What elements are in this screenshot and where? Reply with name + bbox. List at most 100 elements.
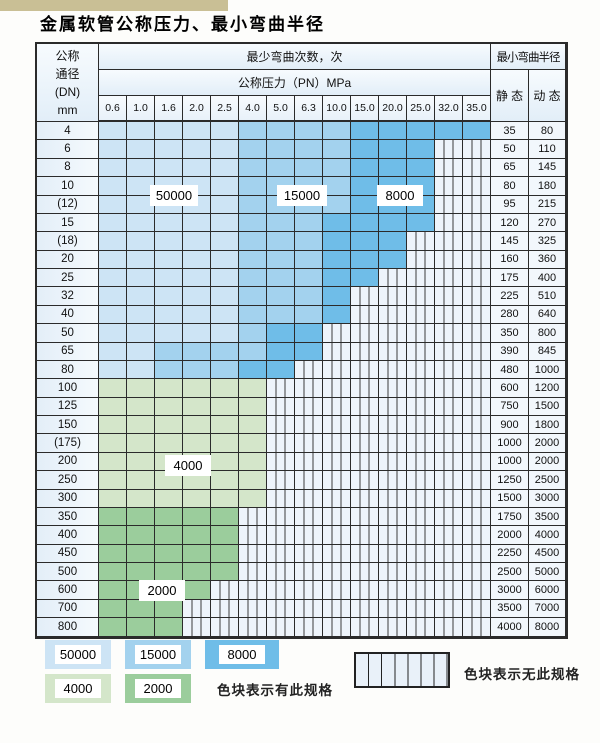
overlay-label-8000: 8000 bbox=[377, 185, 423, 206]
spec-cell-c2 bbox=[183, 544, 211, 563]
no-spec-cell bbox=[463, 397, 491, 416]
no-spec-cell bbox=[435, 342, 463, 361]
no-spec-cell bbox=[463, 250, 491, 269]
no-spec-cell bbox=[351, 342, 379, 361]
dn-cell: 200 bbox=[37, 452, 99, 472]
no-spec-cell bbox=[351, 360, 379, 380]
spec-cell-c4 bbox=[99, 471, 127, 490]
spec-cell-c2 bbox=[155, 507, 183, 527]
spec-cell-c15 bbox=[267, 122, 295, 141]
no-spec-cell bbox=[379, 563, 407, 582]
spec-cell-c4 bbox=[183, 434, 211, 453]
spec-cell-c15 bbox=[239, 287, 267, 306]
legend-swatch-label: 4000 bbox=[55, 679, 101, 698]
no-spec-cell bbox=[407, 379, 435, 398]
spec-cell-c15 bbox=[267, 269, 295, 288]
spec-cell-c50 bbox=[127, 232, 155, 251]
no-spec-cell bbox=[323, 489, 351, 508]
dynamic-radius-cell: 3000 bbox=[529, 489, 566, 508]
no-spec-cell bbox=[351, 618, 379, 637]
no-spec-cell bbox=[267, 544, 295, 563]
spec-cell-c50 bbox=[183, 158, 211, 178]
pressure-col-header: 6.3 bbox=[295, 96, 323, 122]
top-decoration-strip bbox=[0, 0, 228, 11]
header-dn: 公称 通径 (DN) mm bbox=[37, 44, 99, 122]
no-spec-cell bbox=[379, 397, 407, 416]
spec-cell-c15 bbox=[239, 158, 267, 178]
spec-table: 公称 通径 (DN) mm 最少弯曲次数，次 最小弯曲半径 公称压力（PN）MP… bbox=[35, 42, 568, 639]
no-spec-cell bbox=[407, 599, 435, 619]
dynamic-radius-cell: 7000 bbox=[529, 599, 566, 619]
dynamic-radius-cell: 5000 bbox=[529, 563, 566, 582]
no-spec-cell bbox=[295, 563, 323, 582]
spec-cell-c50 bbox=[183, 213, 211, 233]
no-spec-cell bbox=[295, 526, 323, 545]
no-spec-cell bbox=[435, 618, 463, 637]
spec-cell-c4 bbox=[211, 379, 239, 398]
spec-cell-c8 bbox=[239, 360, 267, 380]
no-spec-cell bbox=[323, 342, 351, 361]
spec-cell-c4 bbox=[183, 489, 211, 508]
dn-cell: 600 bbox=[37, 581, 99, 600]
spec-cell-c4 bbox=[211, 452, 239, 472]
spec-cell-c4 bbox=[183, 397, 211, 416]
no-spec-cell bbox=[463, 581, 491, 600]
spec-cell-c2 bbox=[211, 544, 239, 563]
dynamic-radius-cell: 215 bbox=[529, 195, 566, 214]
spec-cell-c15 bbox=[295, 158, 323, 178]
spec-cell-c4 bbox=[239, 434, 267, 453]
spec-cell-c8 bbox=[323, 305, 351, 325]
no-spec-cell bbox=[407, 232, 435, 251]
no-spec-cell bbox=[379, 599, 407, 619]
spec-cell-c4 bbox=[211, 489, 239, 508]
no-spec-cell bbox=[407, 287, 435, 306]
spec-cell-c50 bbox=[183, 250, 211, 269]
spec-cell-c50 bbox=[155, 324, 183, 343]
spec-cell-c4 bbox=[99, 452, 127, 472]
dynamic-radius-cell: 800 bbox=[529, 324, 566, 343]
spec-cell-c8 bbox=[351, 232, 379, 251]
pressure-col-header: 4.0 bbox=[239, 96, 267, 122]
no-spec-cell bbox=[323, 563, 351, 582]
spec-cell-c4 bbox=[155, 434, 183, 453]
no-spec-cell bbox=[379, 452, 407, 472]
no-spec-cell bbox=[267, 397, 295, 416]
spec-cell-c15 bbox=[323, 140, 351, 159]
spec-cell-c15 bbox=[295, 305, 323, 325]
no-spec-cell bbox=[407, 489, 435, 508]
spec-cell-c4 bbox=[211, 416, 239, 435]
no-spec-cell bbox=[323, 324, 351, 343]
no-spec-cell bbox=[463, 158, 491, 178]
legend-no-spec-text: 色块表示无此规格 bbox=[464, 667, 580, 682]
no-spec-cell bbox=[351, 489, 379, 508]
spec-cell-c15 bbox=[267, 213, 295, 233]
spec-cell-c2 bbox=[155, 544, 183, 563]
dn-cell: 32 bbox=[37, 287, 99, 306]
spec-cell-c50 bbox=[211, 250, 239, 269]
spec-cell-c2 bbox=[211, 526, 239, 545]
spec-cell-c4 bbox=[99, 416, 127, 435]
no-spec-cell bbox=[267, 618, 295, 637]
static-radius-cell: 2500 bbox=[490, 563, 529, 582]
spec-cell-c4 bbox=[239, 379, 267, 398]
dynamic-radius-cell: 3500 bbox=[529, 507, 566, 527]
no-spec-cell bbox=[435, 269, 463, 288]
no-spec-cell bbox=[323, 526, 351, 545]
overlay-label-4000: 4000 bbox=[165, 455, 211, 476]
dynamic-radius-cell: 1800 bbox=[529, 416, 566, 435]
spec-cell-c50 bbox=[99, 360, 127, 380]
spec-cell-c8 bbox=[407, 158, 435, 178]
no-spec-cell bbox=[407, 581, 435, 600]
no-spec-cell bbox=[407, 618, 435, 637]
spec-cell-c4 bbox=[127, 471, 155, 490]
no-spec-cell bbox=[435, 232, 463, 251]
spec-cell-c4 bbox=[239, 416, 267, 435]
overlay-label-2000: 2000 bbox=[139, 580, 185, 601]
spec-cell-c50 bbox=[127, 287, 155, 306]
dn-cell: (175) bbox=[37, 434, 99, 453]
spec-cell-c15 bbox=[183, 342, 211, 361]
no-spec-cell bbox=[239, 507, 267, 527]
no-spec-cell bbox=[295, 507, 323, 527]
no-spec-cell bbox=[351, 379, 379, 398]
